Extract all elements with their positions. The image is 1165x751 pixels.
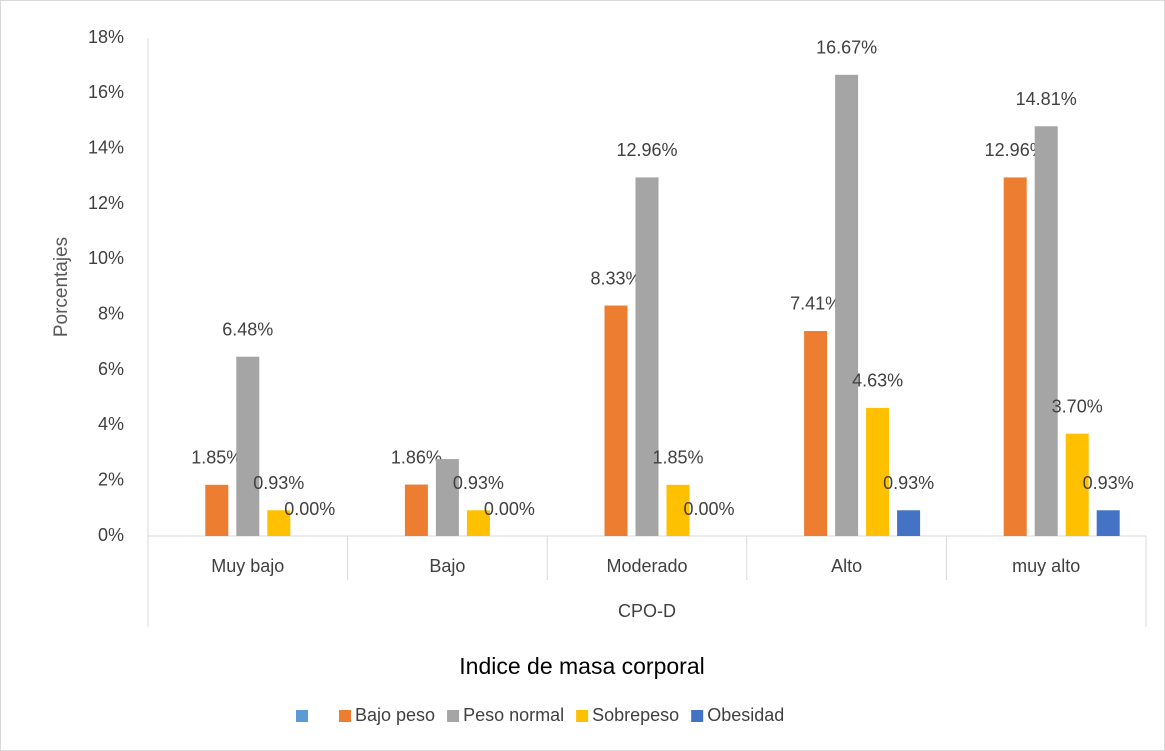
legend-swatch	[447, 710, 460, 722]
data-label: 0.00%	[284, 499, 335, 519]
x-tick-label: Muy bajo	[211, 556, 284, 576]
data-label: 4.63%	[852, 371, 903, 391]
bar	[1003, 177, 1027, 536]
data-label: 0.93%	[253, 473, 304, 493]
x-tick-label: muy alto	[1012, 556, 1080, 576]
data-label: 3.70%	[1052, 396, 1103, 416]
y-tick-label: 10%	[88, 248, 124, 268]
data-label: 6.48%	[222, 319, 273, 339]
data-label: 0.93%	[453, 473, 504, 493]
bar	[205, 484, 229, 536]
y-tick-label: 2%	[98, 469, 124, 489]
y-tick-label: 18%	[88, 27, 124, 47]
legend-swatch	[339, 710, 351, 722]
data-label: 1.85%	[191, 448, 242, 468]
bar	[1034, 126, 1058, 537]
bar	[897, 510, 921, 536]
bar	[666, 484, 690, 536]
y-tick-label: 8%	[98, 303, 124, 323]
legend-label: Bajo peso	[355, 705, 435, 725]
bar	[1065, 433, 1089, 536]
x-tick-label: Alto	[831, 556, 862, 576]
bar	[267, 510, 291, 536]
data-label: 0.00%	[683, 499, 734, 519]
data-label: 12.96%	[616, 140, 677, 160]
legend-swatch	[576, 710, 589, 722]
y-tick-label: 6%	[98, 359, 124, 379]
data-label: 7.41%	[790, 294, 841, 314]
bar	[435, 459, 459, 536]
data-label: 8.33%	[590, 268, 641, 288]
data-label: 1.86%	[391, 447, 442, 467]
data-label: 1.85%	[652, 448, 703, 468]
bar	[604, 305, 628, 536]
x-tick-label: Moderado	[606, 556, 687, 576]
bar	[466, 510, 490, 536]
bar	[866, 407, 890, 536]
legend-label: Sobrepeso	[592, 705, 679, 725]
data-label: 0.93%	[883, 473, 934, 493]
bar	[835, 74, 859, 537]
x-group-label: CPO-D	[618, 601, 676, 621]
y-tick-label: 4%	[98, 414, 124, 434]
legend-swatch	[691, 710, 704, 722]
legend-label: Obesidad	[707, 705, 784, 725]
bar	[804, 330, 828, 536]
legend-swatch	[296, 710, 308, 722]
data-label: 14.81%	[1016, 89, 1077, 109]
bar	[1096, 510, 1120, 536]
y-tick-label: 0%	[98, 525, 124, 545]
y-axis-label: Porcentajes	[51, 237, 72, 337]
data-label: 0.93%	[1083, 473, 1134, 493]
legend-label: Peso normal	[463, 705, 564, 725]
bar	[635, 177, 659, 536]
y-tick-label: 12%	[88, 193, 124, 213]
data-label: 0.00%	[484, 499, 535, 519]
legend-title: Indice de masa corporal	[459, 653, 704, 679]
bar	[236, 356, 260, 536]
y-tick-label: 14%	[88, 137, 124, 157]
y-tick-label: 16%	[88, 82, 124, 102]
bar	[404, 484, 428, 536]
data-label: 12.96%	[985, 140, 1046, 160]
x-tick-label: Bajo	[429, 556, 465, 576]
data-label: 16.67%	[816, 38, 877, 58]
